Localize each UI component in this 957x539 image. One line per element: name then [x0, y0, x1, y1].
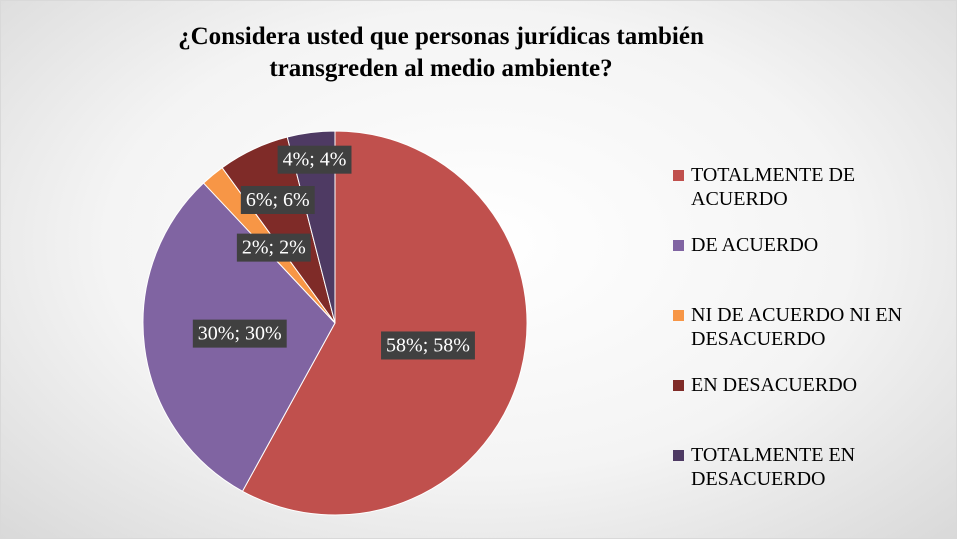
data-label: 4%; 4%	[277, 145, 352, 174]
legend-swatch	[673, 310, 684, 321]
data-label-box	[192, 319, 287, 348]
legend-item: TOTALMENTE DE ACUERDO	[669, 163, 954, 233]
chart-title: ¿Considera usted que personas jurídicas …	[178, 23, 704, 82]
legend-item: DE ACUERDO	[669, 233, 954, 303]
legend-swatch	[673, 170, 684, 181]
legend-item: EN DESACUERDO	[669, 373, 954, 443]
data-label-box	[277, 145, 352, 174]
legend-item: TOTALMENTE EN DESACUERDO	[669, 443, 954, 513]
data-label: 6%; 6%	[240, 185, 315, 214]
legend-swatch	[673, 380, 684, 391]
data-label-box	[236, 233, 311, 262]
data-label: 30%; 30%	[192, 319, 287, 348]
pie-slice	[286, 130, 336, 324]
legend-label: TOTALMENTE DE ACUERDO	[691, 164, 856, 210]
legend-label: EN DESACUERDO	[691, 374, 858, 396]
data-label-text: 58%; 58%	[386, 334, 470, 356]
legend-label: NI DE ACUERDO NI EN DESACUERDO	[691, 304, 903, 350]
data-label-text: 30%; 30%	[198, 323, 282, 345]
data-label-box	[381, 331, 475, 360]
data-label-text: 2%; 2%	[242, 237, 306, 259]
pie-slice	[241, 130, 528, 516]
data-label: 2%; 2%	[236, 233, 311, 262]
legend-swatch	[673, 450, 684, 461]
data-label-box	[240, 185, 315, 214]
data-label-text: 4%; 4%	[283, 149, 347, 171]
data-label: 58%; 58%	[381, 331, 475, 360]
data-label-text: 6%; 6%	[246, 189, 310, 211]
legend-item: NI DE ACUERDO NI EN DESACUERDO	[669, 303, 954, 373]
legend-label: DE ACUERDO	[691, 234, 819, 256]
legend-swatch	[673, 240, 684, 251]
legend-label: TOTALMENTE EN DESACUERDO	[691, 444, 856, 490]
legend: TOTALMENTE DE ACUERDO DE ACUERDO NI DE ACU…	[669, 163, 954, 513]
